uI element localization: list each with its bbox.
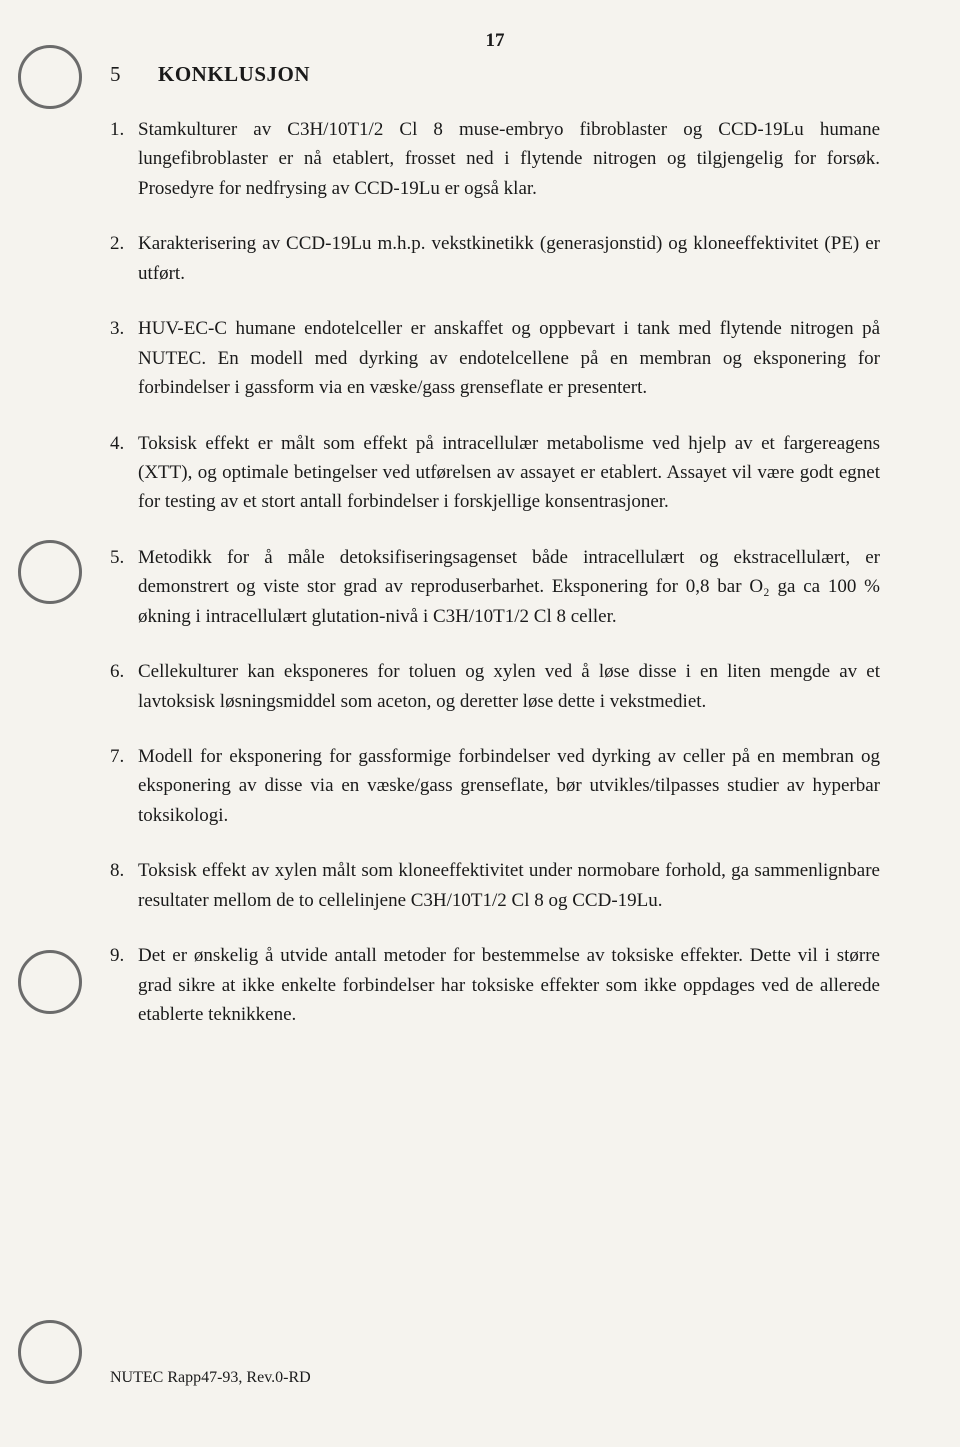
list-item: 8. Toksisk effekt av xylen målt som klon… xyxy=(110,856,880,915)
item-text: Metodikk for å måle detoksifiseringsagen… xyxy=(138,543,880,631)
item-number: 8. xyxy=(110,856,138,915)
document-page: 17 5 KONKLUSJON 1. Stamkulturer av C3H/1… xyxy=(0,0,960,1447)
item-list: 1. Stamkulturer av C3H/10T1/2 Cl 8 muse-… xyxy=(110,115,880,1030)
item-text: Stamkulturer av C3H/10T1/2 Cl 8 muse-emb… xyxy=(138,115,880,203)
list-item: 7. Modell for eksponering for gassformig… xyxy=(110,742,880,830)
item-text: HUV-EC-C humane endotelceller er anskaff… xyxy=(138,314,880,402)
page-number: 17 xyxy=(110,30,880,52)
list-item: 5. Metodikk for å måle detoksifiseringsa… xyxy=(110,543,880,631)
item-number: 4. xyxy=(110,429,138,517)
section-heading: 5 KONKLUSJON xyxy=(110,62,880,87)
item-text: Toksisk effekt av xylen målt som kloneef… xyxy=(138,856,880,915)
list-item: 3. HUV-EC-C humane endotelceller er ansk… xyxy=(110,314,880,402)
section-number: 5 xyxy=(110,62,130,87)
item-text: Cellekulturer kan eksponeres for toluen … xyxy=(138,657,880,716)
punch-hole xyxy=(18,540,82,604)
list-item: 4. Toksisk effekt er målt som effekt på … xyxy=(110,429,880,517)
list-item: 6. Cellekulturer kan eksponeres for tolu… xyxy=(110,657,880,716)
item-number: 1. xyxy=(110,115,138,203)
item-text: Toksisk effekt er målt som effekt på int… xyxy=(138,429,880,517)
item-text: Det er ønskelig å utvide antall metoder … xyxy=(138,941,880,1029)
list-item: 2. Karakterisering av CCD-19Lu m.h.p. ve… xyxy=(110,229,880,288)
punch-hole xyxy=(18,950,82,1014)
punch-hole xyxy=(18,45,82,109)
footer-text: NUTEC Rapp47-93, Rev.0-RD xyxy=(110,1369,311,1387)
item-text: Modell for eksponering for gassformige f… xyxy=(138,742,880,830)
item-text: Karakterisering av CCD-19Lu m.h.p. vekst… xyxy=(138,229,880,288)
punch-hole xyxy=(18,1320,82,1384)
section-title: KONKLUSJON xyxy=(158,62,310,87)
item-number: 9. xyxy=(110,941,138,1029)
list-item: 9. Det er ønskelig å utvide antall metod… xyxy=(110,941,880,1029)
item-number: 5. xyxy=(110,543,138,631)
list-item: 1. Stamkulturer av C3H/10T1/2 Cl 8 muse-… xyxy=(110,115,880,203)
item-number: 6. xyxy=(110,657,138,716)
item-number: 2. xyxy=(110,229,138,288)
item-number: 3. xyxy=(110,314,138,402)
item-number: 7. xyxy=(110,742,138,830)
